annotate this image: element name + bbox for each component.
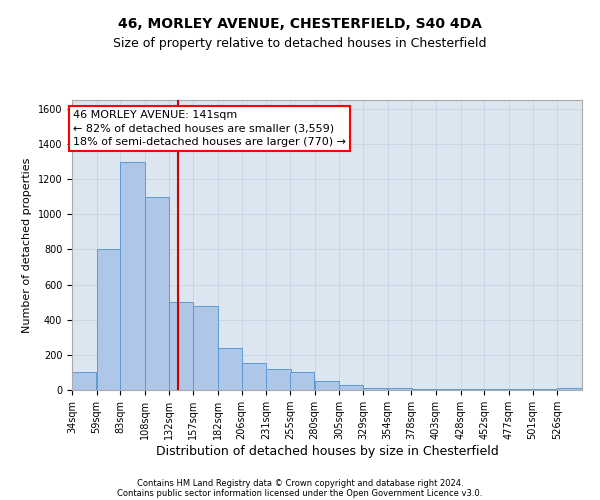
Text: 46 MORLEY AVENUE: 141sqm
← 82% of detached houses are smaller (3,559)
18% of sem: 46 MORLEY AVENUE: 141sqm ← 82% of detach… xyxy=(73,110,346,146)
Bar xyxy=(242,363,266,390)
Bar xyxy=(145,196,169,390)
Text: Contains HM Land Registry data © Crown copyright and database right 2024.: Contains HM Land Registry data © Crown c… xyxy=(137,478,463,488)
Bar xyxy=(412,388,436,390)
Text: 46, MORLEY AVENUE, CHESTERFIELD, S40 4DA: 46, MORLEY AVENUE, CHESTERFIELD, S40 4DA xyxy=(118,18,482,32)
Bar xyxy=(72,372,96,390)
Bar xyxy=(121,162,145,390)
Bar xyxy=(314,381,339,390)
Bar xyxy=(218,348,242,390)
Bar xyxy=(97,250,121,390)
Bar xyxy=(290,372,314,390)
X-axis label: Distribution of detached houses by size in Chesterfield: Distribution of detached houses by size … xyxy=(155,445,499,458)
Bar xyxy=(266,369,290,390)
Text: Size of property relative to detached houses in Chesterfield: Size of property relative to detached ho… xyxy=(113,38,487,51)
Bar xyxy=(193,306,218,390)
Bar xyxy=(461,389,485,390)
Bar xyxy=(340,384,364,390)
Bar xyxy=(557,388,581,390)
Bar xyxy=(533,389,557,390)
Bar xyxy=(388,388,412,390)
Bar xyxy=(484,389,509,390)
Bar xyxy=(436,389,460,390)
Y-axis label: Number of detached properties: Number of detached properties xyxy=(22,158,32,332)
Bar xyxy=(169,302,193,390)
Bar xyxy=(363,388,387,390)
Bar xyxy=(509,389,533,390)
Text: Contains public sector information licensed under the Open Government Licence v3: Contains public sector information licen… xyxy=(118,488,482,498)
